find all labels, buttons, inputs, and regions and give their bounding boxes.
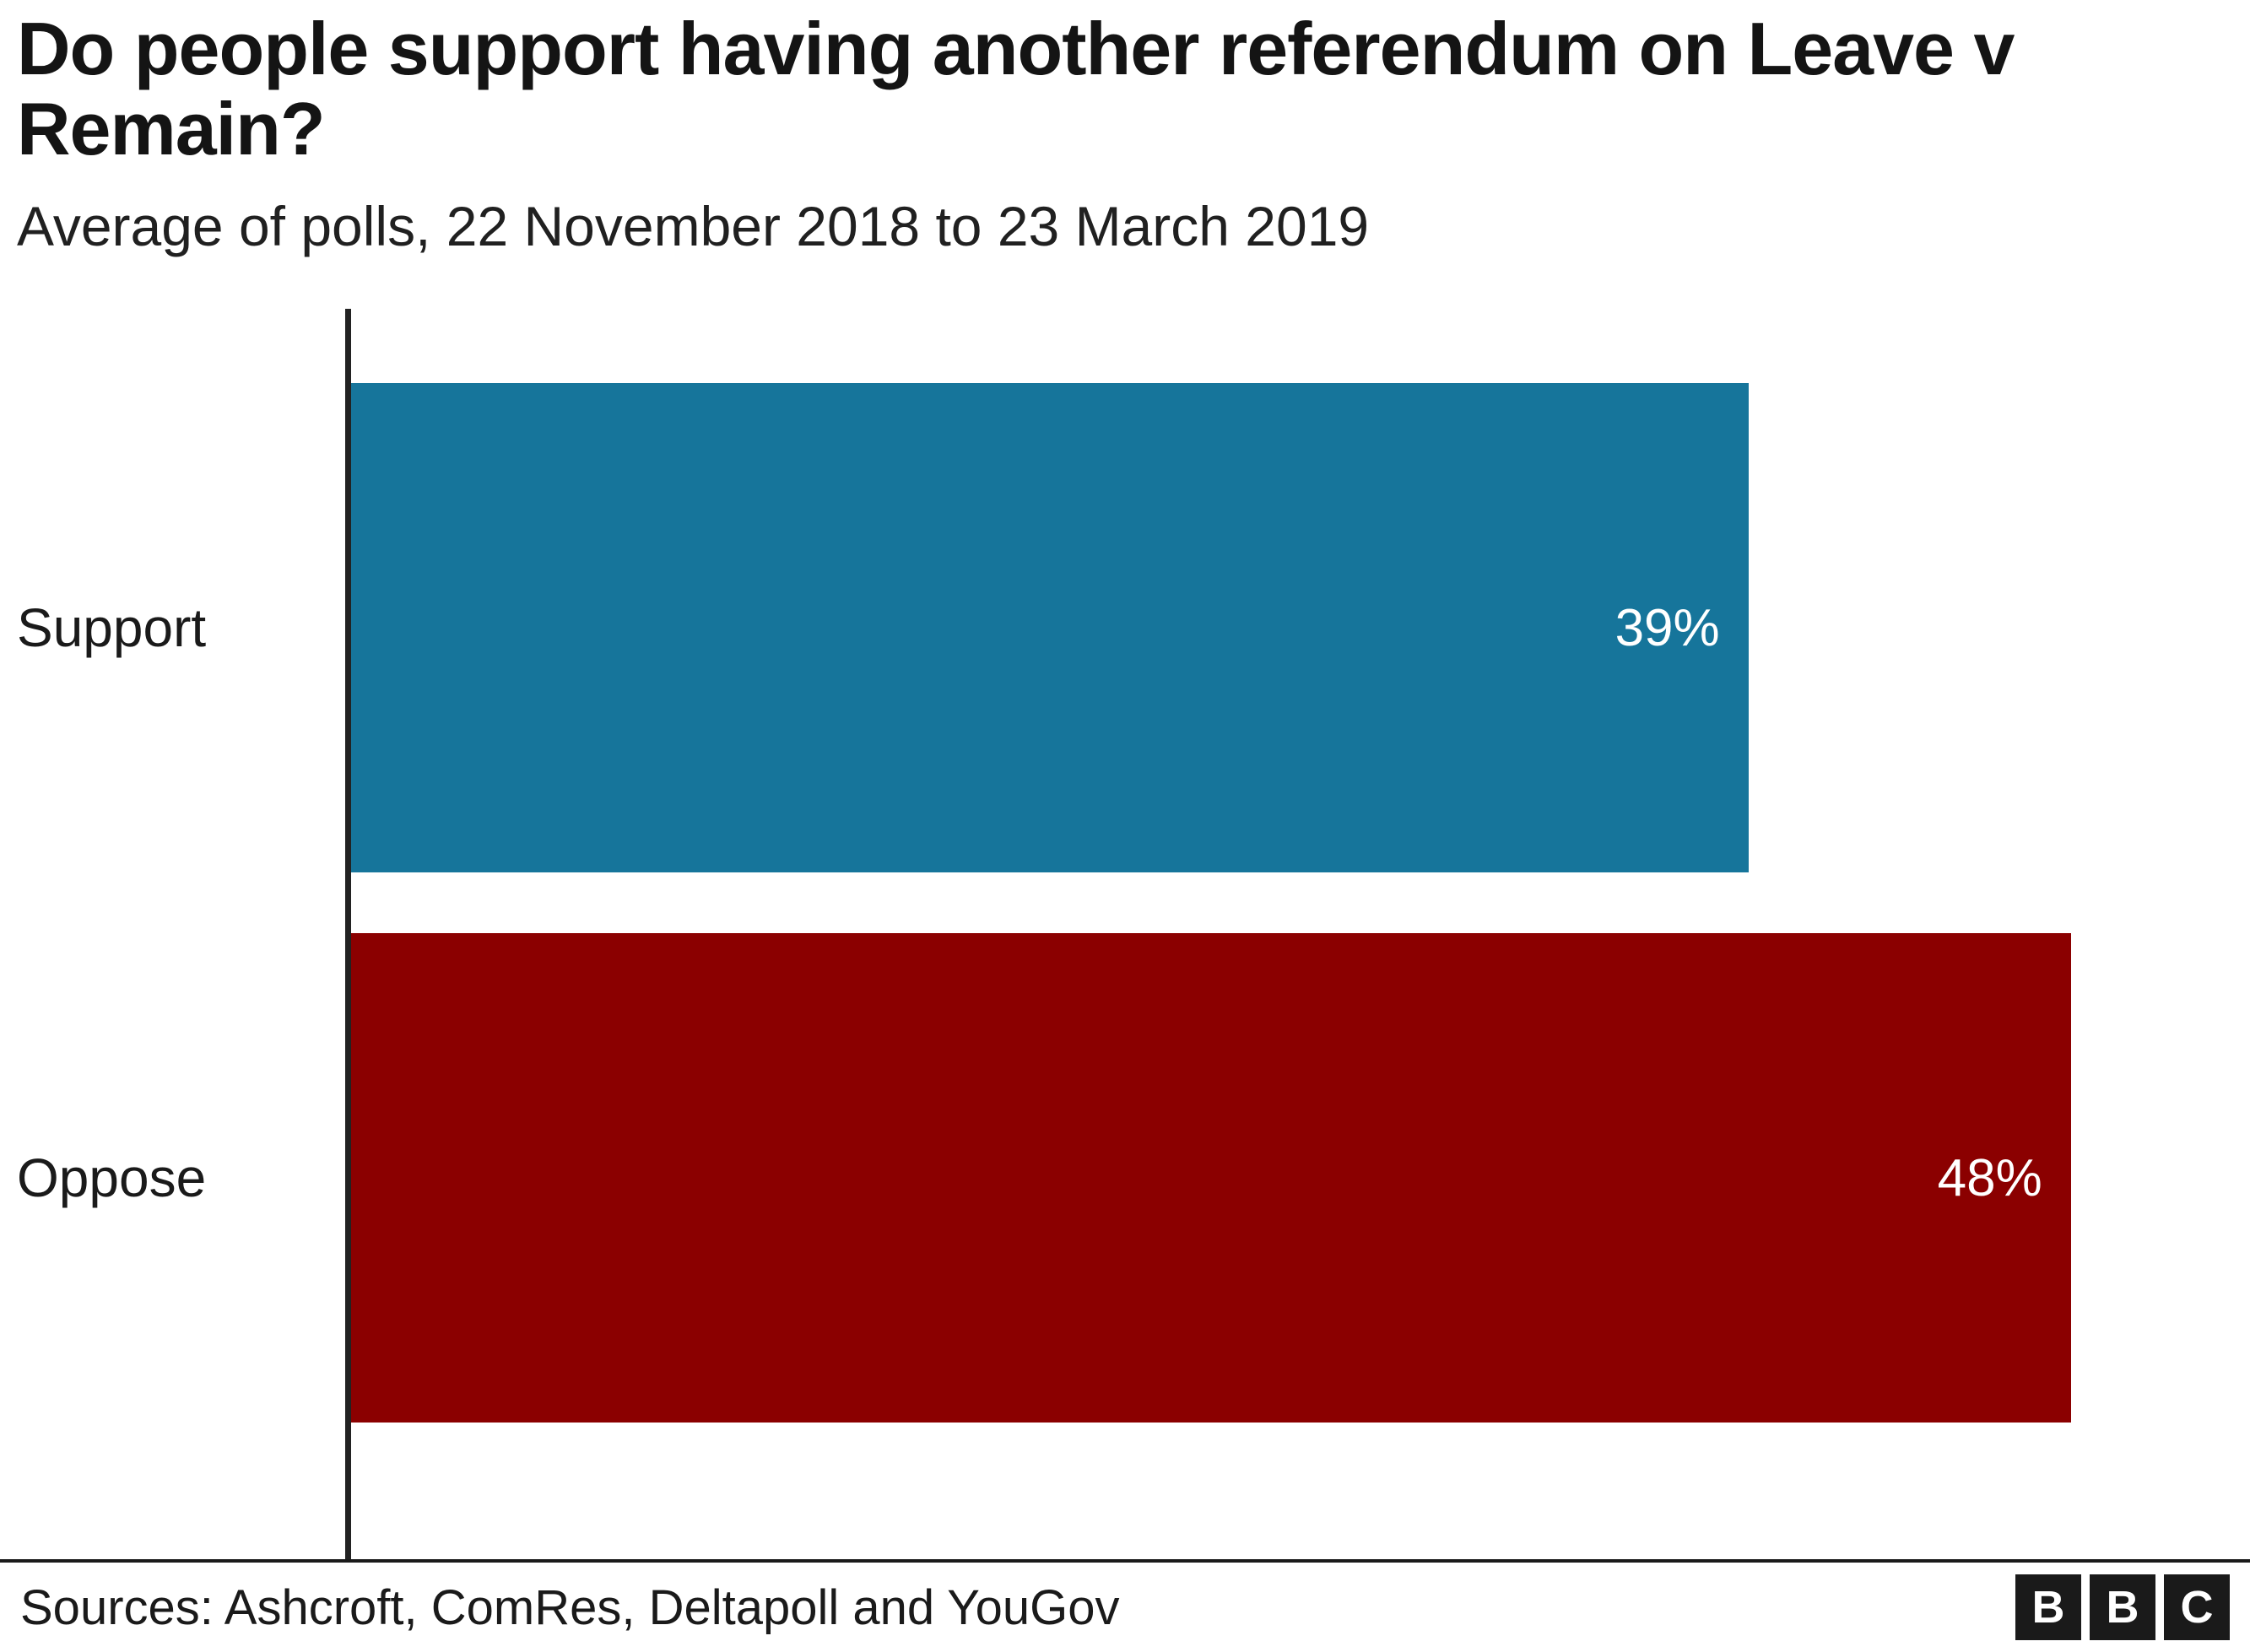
bar-value-support: 39% [1614, 598, 1720, 657]
bar-support: 39% [351, 383, 1749, 873]
plot-area: 48% [351, 933, 2250, 1423]
bbc-logo-block-b2: B [2090, 1574, 2155, 1640]
chart-title: Do people support having another referen… [17, 7, 2015, 171]
bar-value-oppose: 48% [1937, 1148, 2042, 1207]
y-axis-line [345, 309, 351, 1559]
footer: Sources: Ashcroft, ComRes, Deltapoll and… [0, 1563, 2250, 1652]
bar-row-oppose: Oppose 48% [0, 933, 2250, 1423]
bar-chart: Support 39% Oppose 48% [0, 309, 2250, 1559]
bbc-logo-block-c: C [2164, 1574, 2230, 1640]
category-label-support: Support [17, 597, 207, 659]
bbc-logo-block-b1: B [2015, 1574, 2081, 1640]
footer-divider [0, 1559, 2250, 1563]
bar-row-support: Support 39% [0, 383, 2250, 873]
bbc-logo: B B C [2015, 1574, 2230, 1640]
chart-subtitle: Average of polls, 22 November 2018 to 23… [17, 195, 1370, 258]
bar-oppose: 48% [351, 933, 2071, 1423]
source-credit: Sources: Ashcroft, ComRes, Deltapoll and… [20, 1579, 1120, 1635]
category-label-oppose: Oppose [17, 1147, 207, 1209]
plot-area: 39% [351, 383, 2250, 873]
